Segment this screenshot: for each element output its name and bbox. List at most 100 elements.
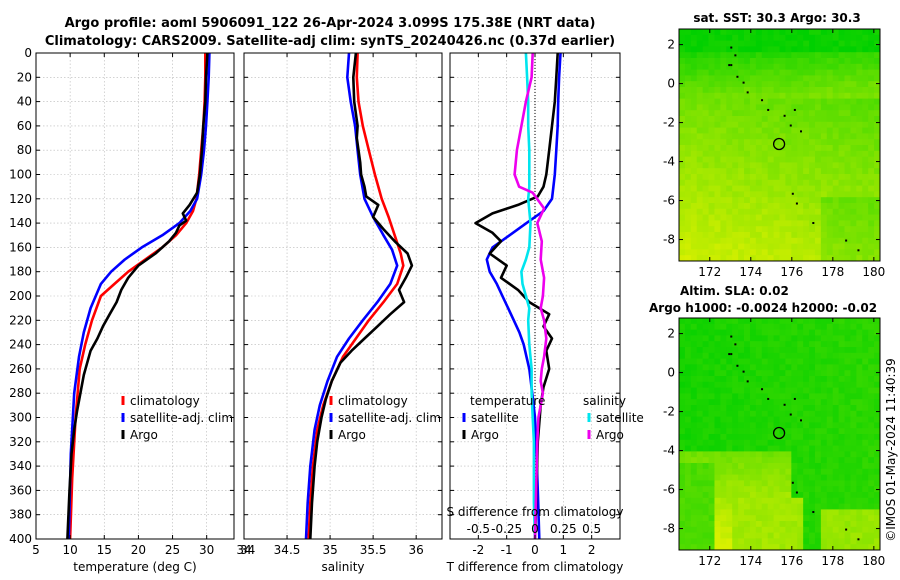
heatmap-cell: [761, 387, 769, 394]
island-marker: [791, 192, 794, 195]
heatmap-cell: [690, 509, 698, 516]
heatmap-cell: [714, 486, 721, 493]
heatmap-cell: [702, 341, 709, 348]
heatmap-cell: [874, 422, 881, 429]
island-marker: [793, 108, 796, 111]
heatmap-cell: [868, 521, 875, 528]
heatmap-cell: [797, 249, 804, 256]
x-tick-label: 36: [409, 543, 424, 557]
heatmap-cell: [720, 232, 727, 239]
heatmap-cell: [761, 34, 769, 41]
heatmap-cell: [738, 127, 745, 134]
y-tick-label: 60: [17, 119, 32, 133]
heatmap-cell: [755, 387, 763, 394]
heatmap-cell: [732, 243, 739, 250]
heatmap-cell: [690, 329, 698, 336]
heatmap-cell: [773, 197, 780, 204]
heatmap-cell: [708, 92, 715, 99]
heatmap-cell: [844, 208, 851, 215]
heatmap-cell: [820, 410, 828, 417]
heatmap-cell: [732, 58, 739, 65]
heatmap-cell: [732, 329, 739, 336]
heatmap-cell: [726, 364, 733, 371]
heatmap-cell: [708, 503, 715, 510]
heatmap-cell: [814, 492, 822, 499]
heatmap-cell: [826, 104, 834, 111]
heatmap-cell: [868, 468, 875, 475]
heatmap-cell: [761, 63, 769, 70]
heatmap-cell: [856, 243, 863, 250]
heatmap-cell: [820, 145, 828, 152]
heatmap-cell: [744, 439, 751, 446]
heatmap-cell: [773, 463, 780, 470]
heatmap-cell: [720, 139, 727, 146]
heatmap-cell: [868, 358, 875, 365]
heatmap-cell: [726, 405, 733, 412]
heatmap-cell: [874, 399, 881, 406]
heatmap-cell: [726, 457, 733, 464]
heatmap-cell: [755, 457, 763, 464]
salinity-panel: 34 34.5 35 35.5 3634salinityclimatologysatel…: [236, 52, 443, 574]
heatmap-cell: [761, 92, 769, 99]
heatmap-cell: [684, 416, 692, 423]
heatmap-cell: [856, 521, 863, 528]
heatmap-cell: [856, 387, 863, 394]
heatmap-cell: [702, 208, 709, 215]
heatmap-cell: [797, 92, 804, 99]
heatmap-cell: [779, 503, 786, 510]
heatmap-cell: [726, 203, 733, 210]
heatmap-cell: [850, 410, 857, 417]
heatmap-cell: [684, 121, 692, 128]
heatmap-cell: [744, 232, 751, 239]
heatmap-cell: [773, 243, 780, 250]
heatmap-cell: [738, 87, 745, 94]
heatmap-cell: [838, 237, 845, 244]
heatmap-cell: [755, 393, 763, 400]
heatmap-cell: [868, 451, 875, 458]
heatmap-cell: [820, 139, 828, 146]
heatmap-cell: [856, 110, 863, 117]
heatmap-cell: [820, 40, 828, 47]
heatmap-cell: [749, 335, 757, 342]
heatmap-cell: [696, 410, 704, 417]
y-tick-label: 0: [24, 46, 32, 60]
heatmap-cell: [755, 243, 763, 250]
heatmap-cell: [868, 237, 875, 244]
island-marker: [857, 249, 860, 252]
heatmap-cell: [820, 405, 828, 412]
heatmap-cell: [749, 116, 757, 123]
heatmap-cell: [820, 92, 828, 99]
heatmap-cell: [755, 255, 763, 262]
heatmap-cell: [684, 208, 692, 215]
heatmap-cell: [749, 428, 757, 435]
heatmap-cell: [832, 492, 840, 499]
heatmap-cell: [791, 34, 798, 41]
heatmap-cell: [714, 532, 721, 539]
heatmap-cell: [862, 232, 869, 239]
heatmap-cell: [832, 75, 840, 82]
heatmap-cell: [732, 323, 739, 330]
heatmap-cell: [832, 526, 840, 533]
heatmap-cell: [844, 532, 851, 539]
heatmap-cell: [708, 445, 715, 452]
heatmap-cell: [779, 133, 786, 140]
heatmap-cell: [738, 492, 745, 499]
x-axis-label: temperature (deg C): [73, 560, 196, 574]
heatmap-cell: [732, 352, 739, 359]
heatmap-cell: [749, 503, 757, 510]
heatmap-cell: [856, 226, 863, 233]
heatmap-cell: [809, 197, 816, 204]
heatmap-cell: [726, 52, 733, 59]
heatmap-cell: [720, 208, 727, 215]
heatmap-cell: [820, 185, 828, 192]
heatmap-cell: [720, 237, 727, 244]
heatmap-cell: [714, 439, 721, 446]
heatmap-cell: [862, 203, 869, 210]
heatmap-cell: [773, 104, 780, 111]
heatmap-cell: [732, 197, 739, 204]
heatmap-cell: [809, 515, 816, 522]
heatmap-cell: [809, 393, 816, 400]
heatmap-cell: [856, 34, 863, 41]
heatmap-cell: [732, 515, 739, 522]
heatmap-cell: [773, 335, 780, 342]
